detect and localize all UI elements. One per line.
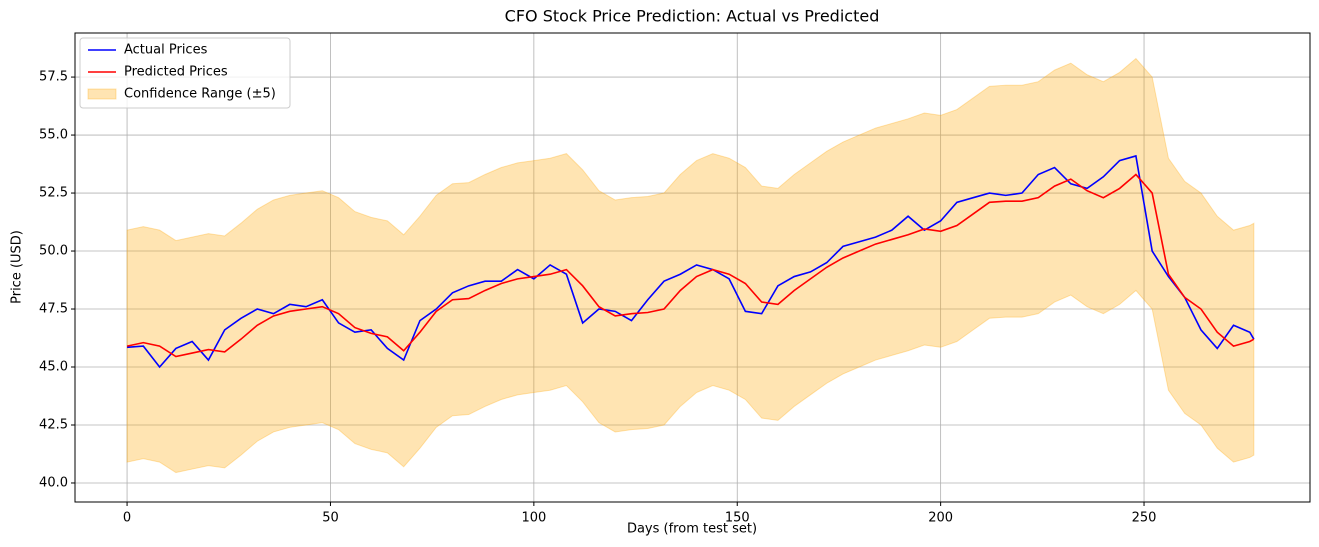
y-tick-label: 55.0 <box>39 128 68 143</box>
x-axis-label: Days (from test set) <box>627 522 757 537</box>
y-axis-label: Price (USD) <box>10 230 25 304</box>
x-tick-label: 150 <box>725 511 750 526</box>
x-tick-label: 50 <box>322 511 339 526</box>
axes-frame <box>74 32 1311 503</box>
y-tick-label: 57.5 <box>39 70 68 85</box>
x-tick-label: 200 <box>928 511 953 526</box>
legend-label: Predicted Prices <box>124 65 228 80</box>
confidence-band <box>126 57 1255 474</box>
legend-box <box>79 37 291 109</box>
legend: Actual Prices Predicted Prices Confidence … <box>79 37 291 109</box>
x-tick-label: 100 <box>521 511 546 526</box>
series-line <box>127 154 1255 369</box>
y-tick-label: 47.5 <box>39 302 68 317</box>
legend-label: Confidence Range (±5) <box>124 87 276 102</box>
plot-area <box>126 57 1255 474</box>
legend-swatch <box>87 88 117 100</box>
chart-title: CFO Stock Price Prediction: Actual vs Pr… <box>505 7 880 26</box>
x-tick-label: 0 <box>123 511 131 526</box>
y-tick-label: 45.0 <box>39 360 68 375</box>
y-tick-label: 40.0 <box>39 475 68 490</box>
grid <box>75 33 1310 502</box>
legend-label: Actual Prices <box>124 43 208 58</box>
y-tick-label: 42.5 <box>39 417 68 432</box>
y-tick-label: 50.0 <box>39 244 68 259</box>
series-line <box>126 173 1255 358</box>
x-tick-label: 250 <box>1132 511 1157 526</box>
y-tick-label: 52.5 <box>39 186 68 201</box>
